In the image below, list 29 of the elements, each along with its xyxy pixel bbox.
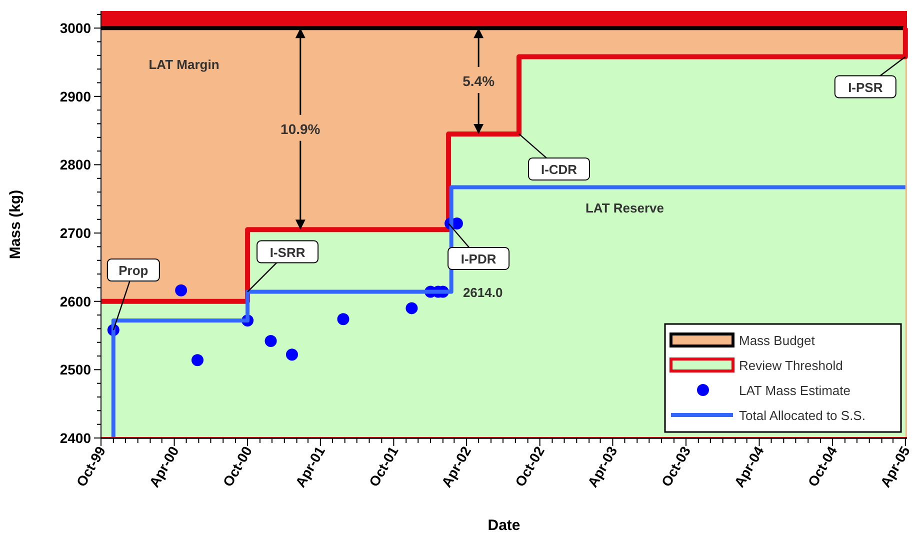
point (286, 348, 298, 361)
legend-label: LAT Mass Estimate (739, 383, 850, 398)
annotation: Prop (118, 263, 148, 278)
y-tick-label: 2900 (60, 88, 92, 104)
point (191, 354, 204, 366)
annotation: 2614.0 (462, 284, 503, 300)
y-tick-label: 2700 (60, 225, 92, 242)
point (337, 313, 350, 326)
y-tick-label: 2800 (60, 156, 92, 173)
y-tick-label: 2400 (60, 430, 92, 446)
annotation: LAT Reserve (585, 200, 664, 216)
y-tick-label: 2500 (60, 362, 92, 378)
point (175, 284, 188, 296)
point (406, 302, 418, 314)
annotation: I-CDR (540, 162, 578, 177)
y-tick-label: 3000 (60, 20, 92, 36)
point (264, 334, 277, 347)
annotation: 5.4% (462, 73, 496, 90)
annotation: I-PDR (460, 251, 497, 266)
legend-label: Mass Budget (739, 333, 816, 348)
legend-label: Total Allocated to S.S. (739, 408, 866, 423)
annotation: I-PSR (848, 80, 884, 95)
annotation: LAT Margin (148, 57, 220, 72)
x-axis-title: Date (488, 517, 520, 534)
y-axis-title: Mass (kg) (7, 190, 24, 260)
legend-label: Review Threshold (739, 358, 843, 373)
annotation: I-SRR (270, 244, 306, 260)
annotation: 10.9% (280, 120, 321, 137)
y-tick-label: 2600 (60, 293, 92, 310)
